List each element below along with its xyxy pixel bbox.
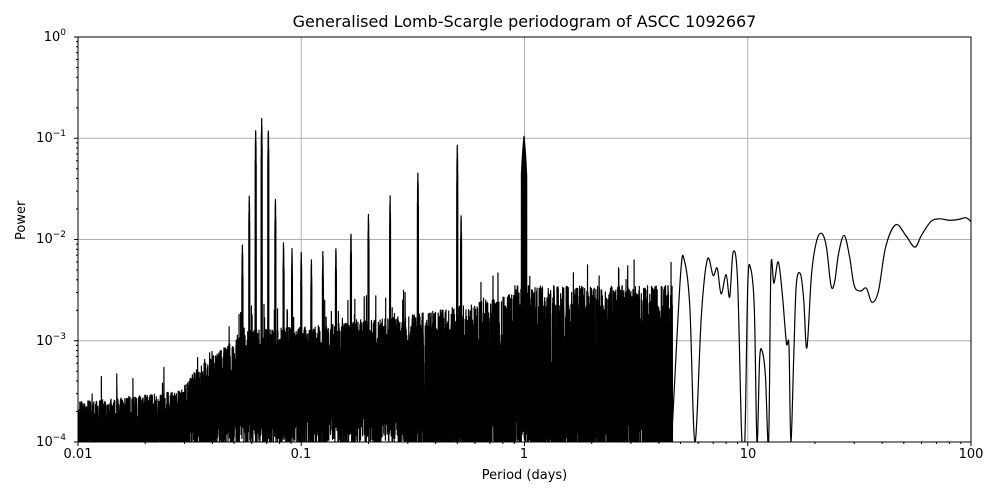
y-axis-label: Power (14, 200, 29, 240)
y-tick-label: 100 (43, 28, 66, 45)
x-tick-label: 0.01 (63, 447, 93, 462)
y-tick-label: 10−2 (36, 230, 66, 247)
x-tick-label: 10 (739, 447, 757, 462)
y-tick-label: 10−1 (36, 129, 66, 146)
periodogram-line (78, 118, 971, 442)
y-tick-label: 10−3 (36, 332, 66, 349)
x-tick-label: 0.1 (290, 447, 312, 462)
x-axis-label: Period (days) (481, 468, 568, 483)
y-tick-label: 10−4 (36, 433, 66, 450)
chart-title: Generalised Lomb-Scargle periodogram of … (292, 12, 757, 31)
x-tick-label: 1 (519, 447, 529, 462)
x-tick-label: 100 (958, 447, 984, 462)
